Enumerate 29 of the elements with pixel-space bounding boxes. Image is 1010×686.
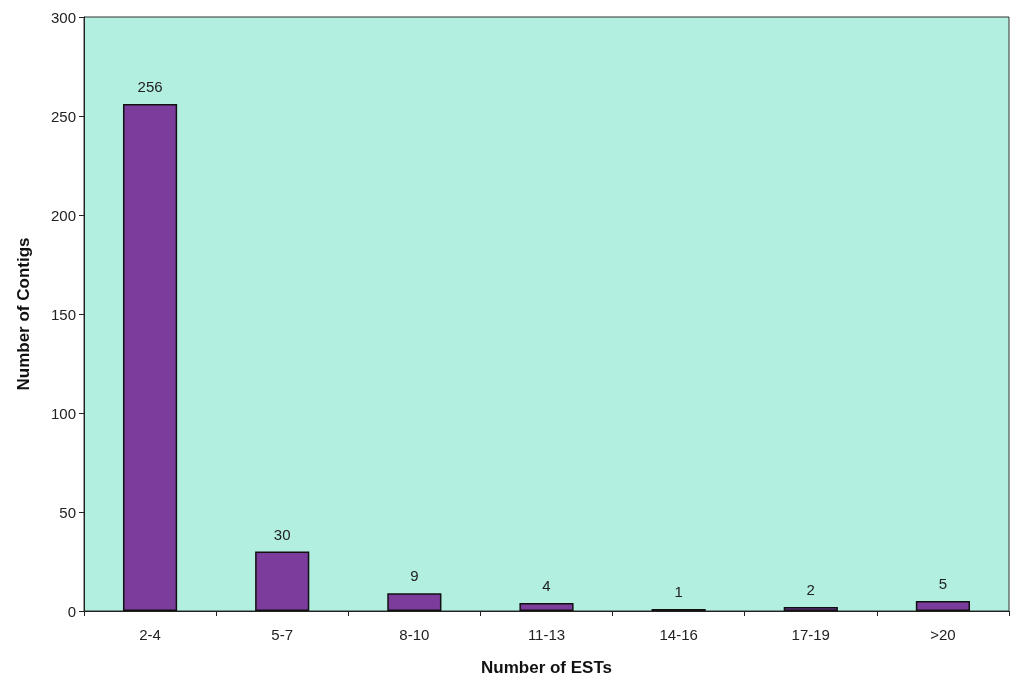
x-tick-label: 11-13 <box>527 626 566 643</box>
y-tick-label: 50 <box>59 503 76 521</box>
y-tick-label: 0 <box>67 602 76 620</box>
data-label: 2 <box>806 581 815 599</box>
x-tick-label: 8-10 <box>399 626 430 643</box>
x-tick-label: 5-7 <box>271 626 294 643</box>
y-tick-label: 200 <box>50 206 76 224</box>
data-label: 5 <box>938 575 948 593</box>
x-tick-label: 17-19 <box>791 626 830 643</box>
x-axis-title: Number of ESTs <box>481 658 612 677</box>
data-label: 1 <box>674 583 683 601</box>
bar <box>519 603 574 611</box>
y-tick-label: 150 <box>50 305 76 323</box>
y-tick-label: 300 <box>50 8 76 26</box>
data-label: 9 <box>410 567 419 585</box>
x-tick-label: 2-4 <box>139 626 161 643</box>
bar <box>122 104 178 611</box>
bar <box>915 601 971 611</box>
data-label: 4 <box>542 577 551 595</box>
y-axis-title: Number of Contigs <box>14 237 33 391</box>
y-tick-label: 250 <box>50 107 76 125</box>
x-tick-label: >20 <box>930 626 956 643</box>
bar <box>387 593 442 611</box>
bar <box>255 551 310 611</box>
data-label: 256 <box>137 78 163 96</box>
bar <box>783 607 838 611</box>
y-tick-label: 100 <box>50 404 76 422</box>
x-tick-label: 14-16 <box>659 626 698 643</box>
data-label: 30 <box>273 525 291 543</box>
